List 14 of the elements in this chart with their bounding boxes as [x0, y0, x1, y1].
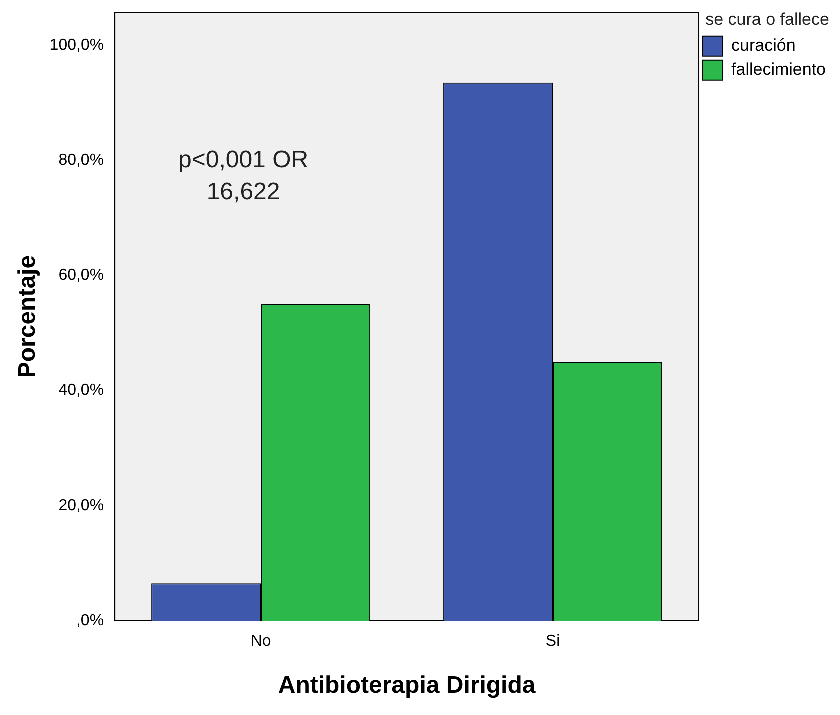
y-tick-label: 80,0%: [58, 152, 104, 169]
y-tick-label: ,0%: [76, 612, 104, 630]
y-tick-label: 40,0%: [58, 382, 104, 400]
y-tick-label: 100,0%: [50, 36, 104, 54]
x-tick-label: Si: [546, 633, 560, 650]
y-tick-label: 60,0%: [58, 267, 104, 284]
y-tick-label: 20,0%: [58, 497, 104, 514]
x-axis-title: Antibioterapia Dirigida: [278, 672, 536, 700]
legend-label: curación: [732, 36, 796, 56]
legend-label: fallecimiento: [732, 60, 826, 80]
legend-title: se cura o fallece: [706, 10, 830, 30]
annotation: p<0,001 OR 16,622: [178, 146, 309, 206]
y-axis-title: Porcentaje: [14, 255, 42, 378]
x-tick-label: No: [250, 633, 272, 650]
